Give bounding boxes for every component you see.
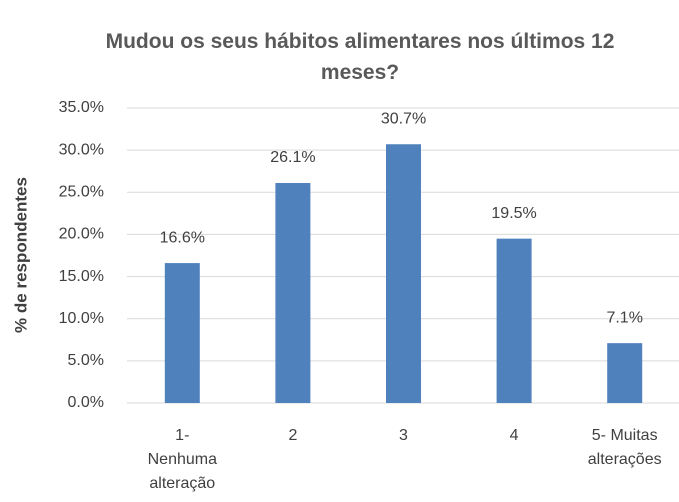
x-tick-label: 2 [288,427,298,444]
data-label: 16.6% [160,229,205,246]
x-tick-label: 4 [509,427,519,444]
y-axis-label: % de respondentes [11,177,30,333]
y-tick-label: 25.0% [59,184,104,201]
data-label: 30.7% [381,110,426,127]
bar [386,144,421,403]
x-tick-label: 5- Muitas alterações [587,427,662,468]
x-tick-label: 1- Nenhuma alteração [147,427,217,492]
y-tick-label: 20.0% [59,226,104,243]
data-label: 7.1% [606,309,642,326]
bar [164,263,200,403]
bar [607,343,643,403]
data-label: 26.1% [270,149,315,166]
y-tick-label: 10.0% [59,310,104,327]
y-tick-label: 30.0% [59,141,104,158]
chart-title: Mudou os seus hábitos alimentares nos úl… [105,30,615,84]
x-tick-label: 3 [399,427,408,444]
data-label: 19.5% [491,205,536,222]
y-tick-label: 35.0% [59,99,104,116]
y-tick-label: 5.0% [68,352,104,369]
bar [275,183,311,403]
y-tick-label: 0.0% [68,394,104,411]
y-tick-label: 15.0% [59,268,104,285]
bar [496,238,532,403]
